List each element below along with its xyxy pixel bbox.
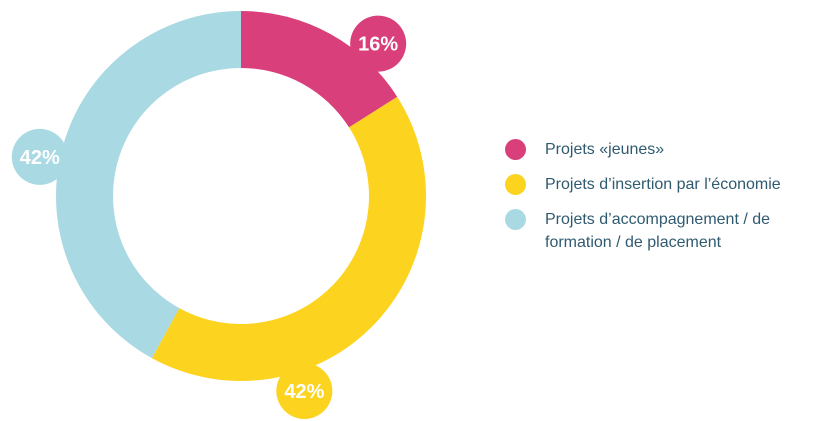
value-label-badge: [276, 362, 333, 419]
donut-slice: [241, 11, 398, 128]
value-label: 16%: [358, 34, 398, 56]
legend-item: Projets d’insertion par l’économie: [505, 173, 785, 196]
legend: Projets «jeunes» Projets d’insertion par …: [505, 138, 785, 266]
legend-swatch: [505, 174, 526, 195]
legend-item: Projets «jeunes»: [505, 138, 785, 161]
donut-slice: [151, 96, 427, 381]
legend-item: Projets d’accompagnement / de formation …: [505, 208, 785, 254]
donut-slice: [56, 11, 241, 359]
legend-label: Projets d’accompagnement / de formation …: [545, 211, 771, 251]
value-label-badge: [350, 15, 407, 72]
legend-swatch: [505, 209, 526, 230]
value-label: 42%: [20, 147, 60, 169]
legend-label: Projets «jeunes»: [545, 141, 665, 158]
legend-swatch: [505, 139, 526, 160]
legend-label: Projets d’insertion par l’économie: [545, 176, 781, 193]
value-label-badge: [11, 128, 68, 185]
value-label: 42%: [284, 381, 324, 403]
